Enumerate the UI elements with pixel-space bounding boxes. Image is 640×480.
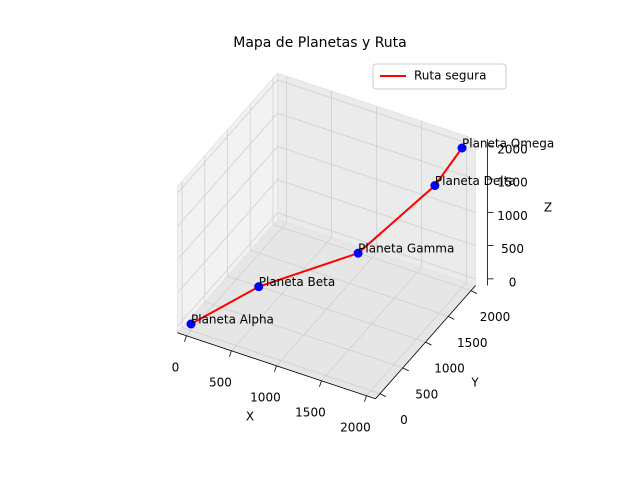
grid-line	[177, 179, 278, 294]
y-tick-label: 2000	[480, 310, 511, 324]
z-axis-label: Z	[544, 201, 552, 215]
grid-line	[204, 301, 403, 369]
y-tick-label: 0	[400, 413, 408, 427]
planet-marker	[430, 181, 440, 191]
x-tick-label: 1500	[295, 405, 326, 419]
planet-marker	[353, 248, 363, 258]
legend-frame	[372, 63, 507, 90]
planet-marker	[457, 143, 467, 153]
planet-label: Planeta Alpha	[191, 313, 274, 327]
legend-label: Ruta segura	[414, 69, 486, 83]
y-axis-line	[375, 285, 476, 400]
tick-mark	[274, 365, 277, 372]
grid-line	[250, 250, 449, 317]
tick-mark	[402, 367, 409, 372]
grid-line	[277, 79, 476, 147]
grid-line	[177, 112, 278, 227]
x-tick-label: 2000	[340, 420, 371, 434]
planet-label: Planeta Beta	[259, 275, 335, 289]
tick-mark	[448, 316, 455, 320]
x-axis-line	[177, 332, 376, 400]
x-axis-label: X	[246, 410, 254, 424]
y-tick-label: 1000	[434, 362, 465, 376]
tick-mark	[229, 350, 232, 357]
y-tick-label: 500	[415, 387, 438, 401]
planet-label: Planeta Omega	[462, 137, 554, 151]
grid-line	[277, 145, 476, 213]
planet-marker	[254, 282, 264, 292]
x-tick-label: 1000	[250, 390, 281, 404]
grid-line	[272, 224, 472, 292]
tick-mark	[319, 380, 322, 387]
grid-line	[177, 79, 278, 194]
z-tick-label: 2000	[497, 142, 528, 156]
grid-line	[277, 212, 476, 280]
z-tick-label: 1500	[497, 176, 528, 190]
y-tick-label: 1500	[457, 336, 488, 350]
chart-title: Mapa de Planetas y Ruta	[233, 35, 407, 51]
grid-line	[277, 179, 476, 246]
tick-mark	[379, 393, 387, 398]
tick-mark	[364, 395, 367, 402]
x-tick-label: 500	[209, 375, 232, 389]
z-tick-label: 0	[509, 275, 517, 289]
planet-label: Planeta Delta	[435, 174, 516, 188]
tick-mark	[470, 290, 478, 295]
legend: Ruta segura	[372, 63, 507, 90]
tick-mark	[425, 341, 432, 346]
grid-line	[181, 327, 381, 395]
z-tick-label: 500	[501, 242, 524, 256]
tick-mark	[184, 335, 187, 342]
planet-label: Planeta Gamma	[358, 242, 454, 256]
grid-line	[277, 112, 476, 180]
y-axis-label: Y	[470, 376, 479, 390]
z-tick-label: 1000	[497, 209, 528, 223]
planet-marker	[186, 319, 196, 329]
grid-line	[177, 146, 278, 260]
grid-line	[177, 212, 278, 327]
x-tick-label: 0	[172, 360, 180, 374]
